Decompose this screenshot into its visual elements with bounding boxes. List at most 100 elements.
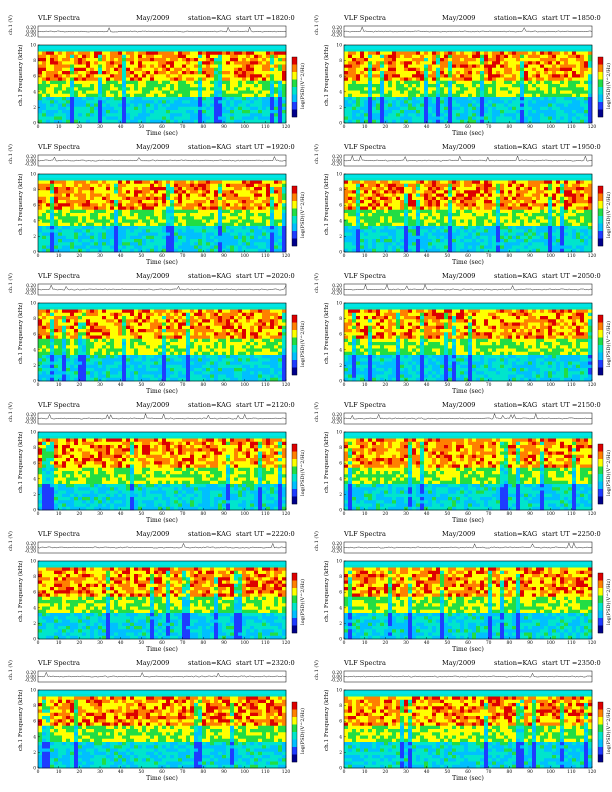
psd-cell (130, 97, 135, 101)
psd-cell (206, 229, 211, 233)
psd-cell (512, 61, 517, 65)
psd-cell (396, 177, 401, 181)
psd-cell (226, 242, 231, 246)
psd-cell (468, 113, 473, 117)
psd-cell (86, 90, 91, 95)
psd-cell (432, 93, 437, 98)
psd-cell (214, 77, 219, 82)
psd-cell (254, 74, 259, 78)
psd-cell (226, 200, 231, 204)
psd-cell (568, 54, 573, 59)
psd-cell (388, 71, 393, 75)
psd-cell (126, 61, 131, 65)
psd-cell (460, 93, 465, 98)
psd-cell (82, 54, 87, 59)
psd-cell (528, 71, 533, 75)
psd-cell (54, 239, 59, 243)
psd-cell (380, 48, 385, 52)
psd-cell (174, 116, 179, 121)
psd-cell (38, 183, 43, 188)
psd-cell (584, 71, 589, 75)
psd-cell (170, 87, 175, 91)
psd-cell (468, 97, 473, 101)
psd-cell (242, 61, 247, 65)
psd-cell (508, 97, 513, 101)
psd-cell (468, 100, 473, 104)
psd-cell (50, 71, 55, 75)
psd-cell (174, 219, 179, 224)
psd-cell (122, 190, 127, 194)
psd-cell (428, 58, 433, 62)
psd-cell (182, 187, 187, 191)
psd-cell (78, 61, 83, 65)
psd-cell (110, 110, 115, 114)
psd-cell (258, 183, 263, 188)
psd-cell (94, 206, 99, 211)
psd-cell (66, 248, 71, 253)
psd-cell (130, 103, 135, 108)
psd-cell (564, 58, 569, 62)
psd-cell (234, 84, 239, 88)
psd-cell (364, 245, 369, 250)
psd-cell (274, 61, 279, 65)
psd-cell (544, 106, 549, 111)
psd-cell (186, 183, 191, 188)
psd-cell (82, 119, 87, 124)
psd-cell (46, 67, 51, 72)
psd-cell (492, 90, 497, 95)
psd-cell (146, 110, 151, 114)
psd-cell (138, 203, 143, 207)
psd-cell (194, 180, 199, 185)
psd-cell (404, 106, 409, 111)
psd-cell (102, 90, 107, 95)
psd-cell (150, 200, 155, 204)
psd-cell (214, 242, 219, 246)
psd-cell (70, 100, 75, 104)
psd-cell (428, 97, 433, 101)
psd-cell (516, 113, 521, 117)
psd-cell (78, 74, 83, 78)
psd-cell (416, 67, 421, 72)
colorbar-segment (598, 94, 603, 103)
psd-cell (464, 110, 469, 114)
psd-cell (246, 67, 251, 72)
psd-cell (142, 242, 147, 246)
psd-cell (134, 180, 139, 185)
psd-cell (70, 216, 75, 220)
time-tick-label: 50 (139, 254, 145, 259)
psd-cell (214, 245, 219, 250)
psd-cell (138, 226, 143, 230)
psd-cell (242, 110, 247, 114)
psd-cell (90, 216, 95, 220)
psd-cell (66, 232, 71, 237)
psd-cell (278, 80, 283, 85)
psd-cell (524, 67, 529, 72)
psd-cell (38, 64, 43, 69)
psd-cell (452, 113, 457, 117)
psd-cell (536, 90, 541, 95)
psd-cell (238, 183, 243, 188)
psd-cell (218, 116, 223, 121)
psd-cell (580, 100, 585, 104)
psd-cell (130, 58, 135, 62)
psd-cell (74, 196, 79, 201)
psd-cell (476, 110, 481, 114)
psd-cell (472, 106, 477, 111)
psd-cell (210, 119, 215, 124)
psd-cell (162, 97, 167, 101)
psd-cell (512, 54, 517, 59)
psd-cell (138, 213, 143, 217)
psd-cell (234, 245, 239, 250)
psd-cell (572, 90, 577, 95)
psd-cell (178, 187, 183, 191)
psd-cell (66, 203, 71, 207)
psd-cell (282, 61, 287, 65)
time-tick-label: 80 (201, 125, 207, 130)
psd-cell (142, 116, 147, 121)
psd-cell (58, 84, 63, 88)
psd-cell (282, 64, 287, 69)
psd-cell (388, 222, 393, 227)
psd-cell (536, 93, 541, 98)
psd-cell (576, 97, 581, 101)
psd-cell (368, 77, 373, 82)
